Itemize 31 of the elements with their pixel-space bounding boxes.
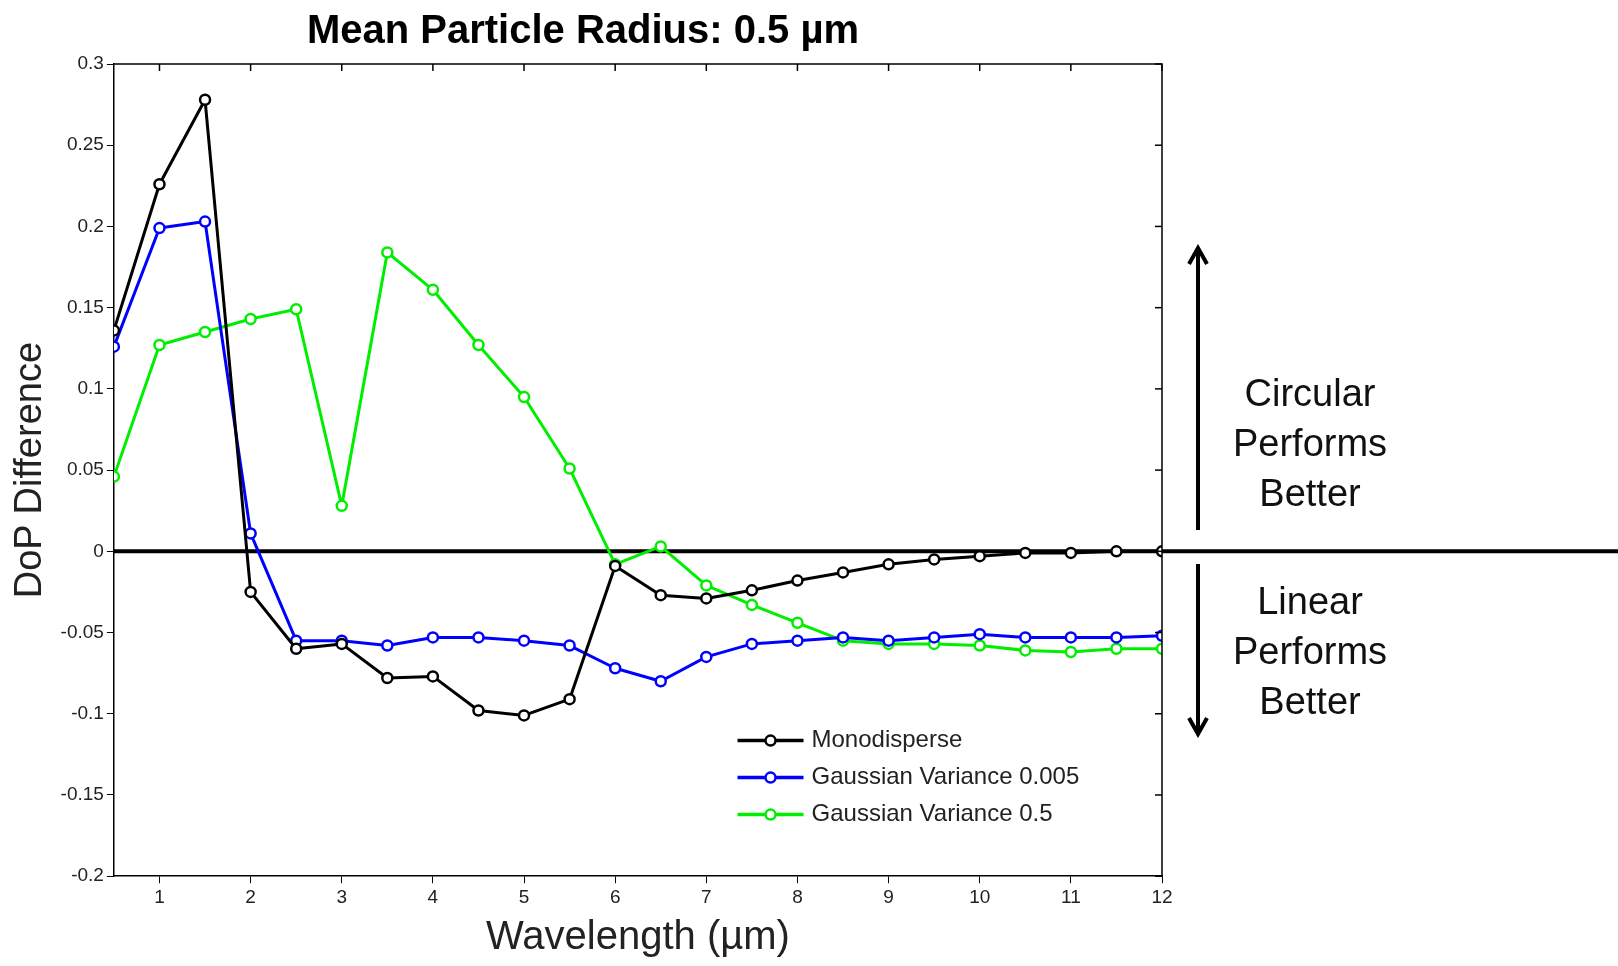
y-tick-label: -0.05 <box>60 620 104 642</box>
y-tick-label: -0.2 <box>71 864 104 886</box>
x-tick-label: 12 <box>1151 885 1173 907</box>
y-tick-label: 0.15 <box>66 295 104 317</box>
y-axis-title: DoP Difference <box>7 341 50 599</box>
y-tick-label: -0.1 <box>71 701 104 723</box>
x-tick-label: 3 <box>336 885 348 907</box>
x-tick-label: 5 <box>518 885 530 907</box>
x-tick-label: 4 <box>427 885 439 907</box>
x-tick-label: 11 <box>1060 885 1081 907</box>
y-tick-label: -0.15 <box>60 783 104 805</box>
x-tick-label: 9 <box>883 885 894 907</box>
text: Linear Performs Better <box>1232 580 1388 723</box>
legend-label: Gaussian Variance 0.5 <box>811 799 1053 827</box>
x-tick-label: 7 <box>701 885 712 907</box>
legend-label: Gaussian Variance 0.005 <box>811 762 1080 790</box>
chart-title: Mean Particle Radius: 0.5 µm <box>306 7 860 52</box>
y-tick-label: 0.3 <box>77 52 104 74</box>
x-tick-label: 1 <box>154 885 165 907</box>
x-axis-title: Wavelength (µm) <box>486 913 790 958</box>
legend-label: Monodisperse <box>811 725 963 753</box>
x-tick-label: 10 <box>969 885 991 907</box>
y-tick-label: 0.25 <box>66 133 104 155</box>
y-tick-label: 0.05 <box>66 458 104 480</box>
y-tick-label: 0 <box>93 539 104 561</box>
y-tick-label: 0.2 <box>77 214 104 236</box>
x-tick-label: 2 <box>245 885 256 907</box>
y-tick-label: 0.1 <box>77 377 104 399</box>
x-tick-label: 6 <box>609 885 621 907</box>
x-tick-label: 8 <box>792 885 803 907</box>
text: Circular Performs Better <box>1232 372 1388 515</box>
